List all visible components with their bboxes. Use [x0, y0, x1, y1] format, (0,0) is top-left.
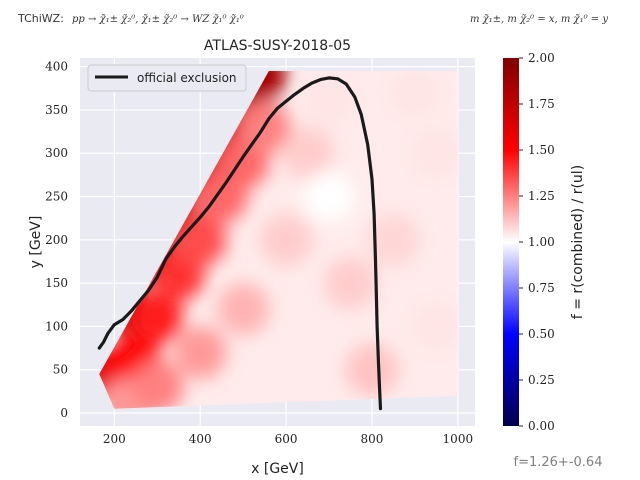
legend-entry-official-exclusion: official exclusion [137, 71, 237, 85]
y-axis-label: y [GeV] [28, 216, 44, 269]
heatmap-cell [303, 170, 356, 223]
heatmap-cell [260, 213, 313, 266]
colorbar-tick-label: 1.25 [528, 189, 555, 203]
colorbar-tick-label: 0.50 [528, 327, 555, 341]
y-tick-label: 50 [53, 363, 68, 377]
x-tick-label: 400 [189, 432, 212, 446]
x-tick-label: 200 [103, 432, 126, 446]
y-tick-label: 200 [45, 233, 68, 247]
y-tick-label: 400 [45, 60, 68, 74]
mass-relation-text: m χ̃₁±, m χ̃₂⁰ = x, m χ̃₁⁰ = y [470, 14, 608, 25]
x-tick-label: 800 [361, 432, 384, 446]
heatmap-cell [281, 127, 334, 180]
colorbar-tick-label: 0.00 [528, 419, 555, 433]
colorbar-ticks: 0.00 0.25 0.50 0.75 1.00 1.25 1.50 1.75 2.00 [519, 51, 555, 433]
official-exclusion-line [97, 76, 383, 411]
x-tick-label: 600 [275, 432, 298, 446]
ratio-summary: f=1.26+-0.64 [514, 455, 603, 470]
y-tick-label: 100 [45, 319, 68, 333]
colorbar-label: f = r(combined) / r(ul) [570, 165, 586, 319]
heatmap-cell [345, 343, 398, 396]
y-tick-label: 0 [60, 406, 68, 420]
y-tick-label: 300 [45, 146, 68, 160]
heatmap-cell [367, 213, 420, 266]
colorbar-tick-label: 1.75 [528, 97, 555, 111]
colorbar-tick-label: 0.25 [528, 373, 555, 387]
process-text: pp → χ̃₁± χ̃₂⁰, χ̃₁± χ̃₂⁰ → WZ χ̃₁⁰ χ̃₁⁰ [72, 14, 244, 25]
y-axis-ticks: 0 50 100 150 200 250 300 350 400 [45, 60, 68, 420]
heatmap-cell [217, 283, 270, 336]
colorbar-tick-label: 2.00 [528, 51, 555, 65]
y-tick-label: 250 [45, 190, 68, 204]
heatmap-cell [388, 71, 441, 119]
heatmap-cell [131, 291, 184, 344]
y-tick-label: 350 [45, 103, 68, 117]
heatmap-cell [174, 213, 227, 266]
legend: official exclusion [87, 64, 247, 92]
colorbar-tick-label: 1.00 [528, 235, 555, 249]
heatmap-cell [131, 361, 184, 409]
x-axis-label: x [GeV] [251, 461, 304, 477]
heatmap-cell [324, 257, 377, 310]
x-tick-label: 1000 [443, 432, 474, 446]
colorbar-tick-label: 0.75 [528, 281, 555, 295]
colorbar [503, 58, 519, 426]
x-axis-ticks: 200 400 600 800 1000 [103, 432, 473, 446]
colorbar-tick-label: 1.50 [528, 143, 555, 157]
heatmap-cell [303, 75, 356, 128]
chart-title: ATLAS-SUSY-2018-05 [204, 38, 351, 54]
legend-box [87, 64, 247, 92]
heatmap-cell [410, 127, 458, 180]
topology-label: TChiWZ: [17, 12, 64, 25]
heatmap-cell [410, 300, 458, 353]
y-tick-label: 150 [45, 276, 68, 290]
heatmap-cell [174, 326, 227, 379]
